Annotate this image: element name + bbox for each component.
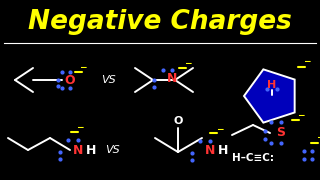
Text: Negative Charges: Negative Charges [28,9,292,35]
Text: −: − [216,125,224,134]
Text: N: N [167,73,177,86]
Text: −: − [76,123,84,132]
Text: S: S [276,125,285,138]
Text: −: − [316,134,320,143]
Text: N: N [73,143,83,156]
Text: −: − [297,111,305,120]
Text: H: H [218,145,228,158]
Text: O: O [65,73,75,87]
Text: VS: VS [106,145,120,155]
Text: H–C≡C:: H–C≡C: [232,153,274,163]
Text: H: H [268,80,276,90]
Text: O: O [173,116,183,126]
Text: VS: VS [100,75,116,85]
Text: N: N [205,145,215,158]
Text: −: − [79,64,87,73]
Text: H: H [86,143,96,156]
Polygon shape [244,69,295,123]
Text: −: − [303,57,311,66]
Text: −: − [184,58,192,68]
